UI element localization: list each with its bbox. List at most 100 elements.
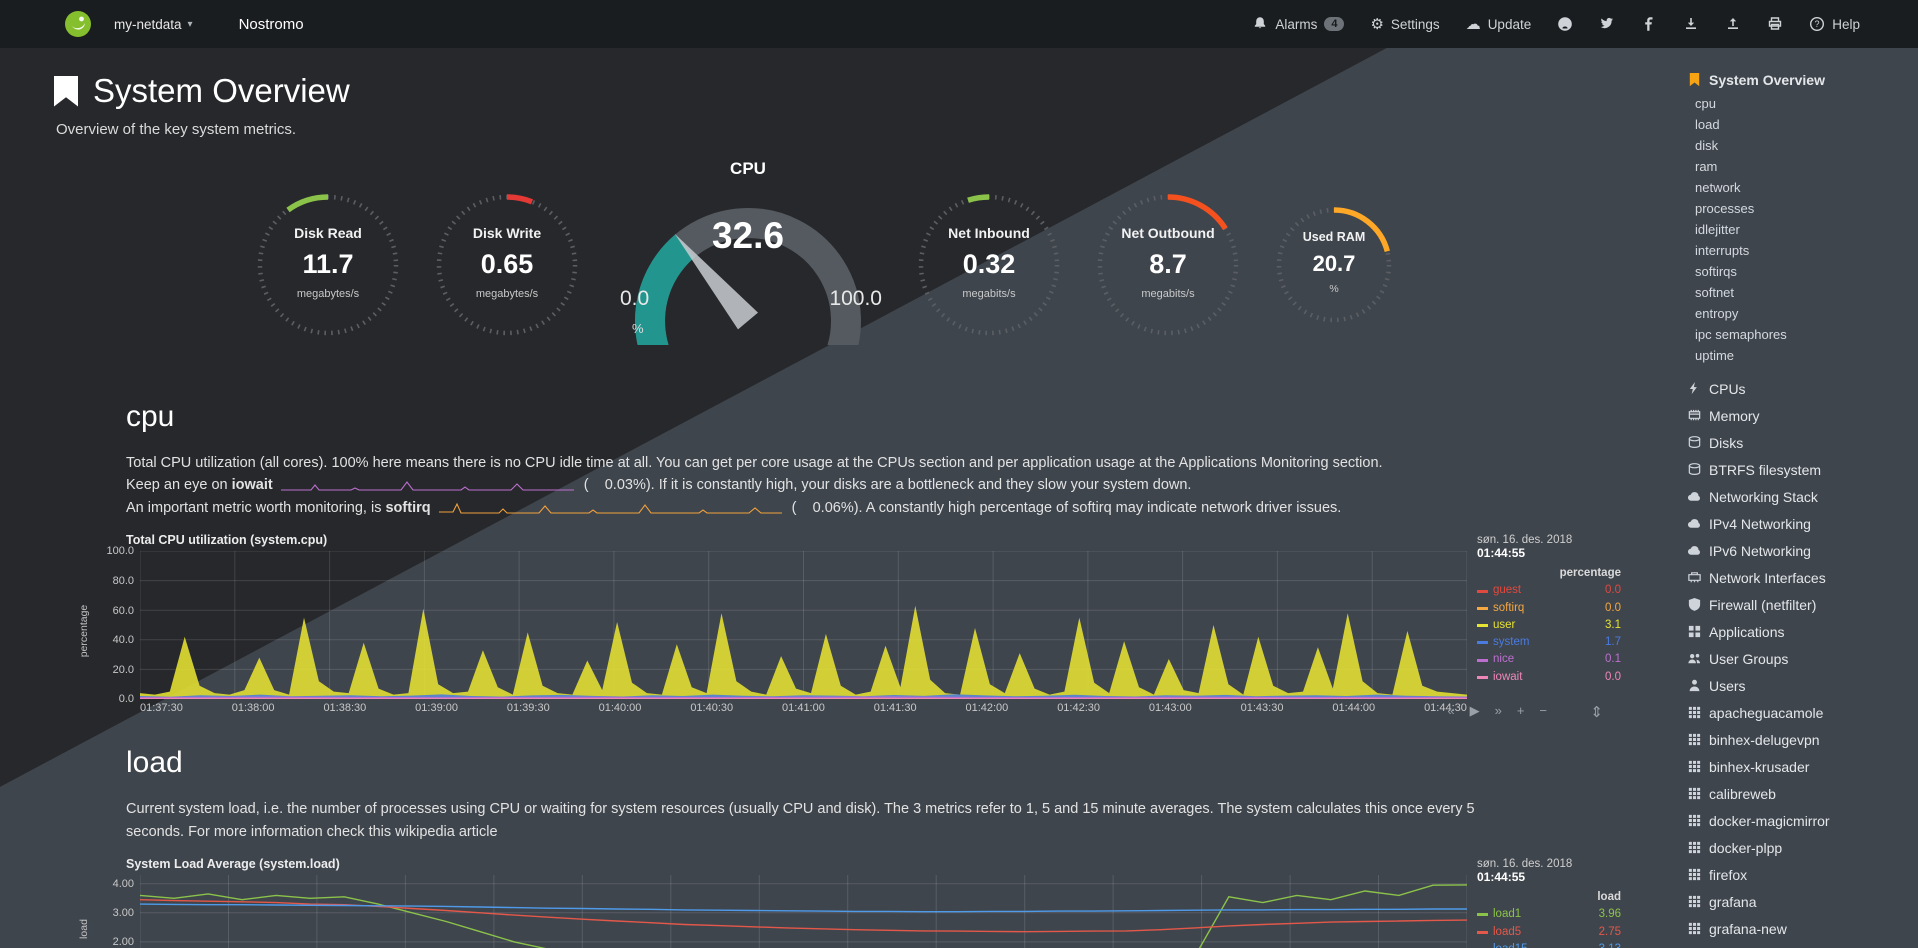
gauge-net-outbound[interactable]: Net Outbound 8.7 megabits/s (1094, 191, 1242, 339)
legend-series-name: guest (1493, 584, 1522, 597)
sidebar-item-binhex-delugevpn[interactable]: binhex-delugevpn (1687, 726, 1910, 753)
sidebar-item-label: load (1695, 117, 1720, 132)
sidebar-item-ipc-semaphores[interactable]: ipc semaphores (1687, 324, 1910, 345)
cpu-gauge-dial (635, 207, 861, 345)
legend-swatch (1477, 624, 1488, 628)
sidebar-item-ram[interactable]: ram (1687, 156, 1910, 177)
cpu-desc-line1: Total CPU utilization (all cores). 100% … (126, 455, 1383, 471)
legend-row-nice[interactable]: nice 0.1 (1477, 651, 1621, 668)
zoom-in-button[interactable]: + (1516, 703, 1525, 719)
sidebar-item-binhex-krusader[interactable]: binhex-krusader (1687, 753, 1910, 780)
pan-right-button[interactable]: » (1494, 703, 1502, 719)
sidebar-item-cpus[interactable]: CPUs (1687, 375, 1910, 402)
legend-series-name: softirq (1493, 601, 1525, 614)
legend-row-load15[interactable]: load15 3.13 (1477, 941, 1621, 948)
legend-series-value: 0.0 (1605, 670, 1621, 683)
chart-load[interactable]: System Load Average (system.load) load 1… (76, 857, 1621, 948)
sidebar-item-uptime[interactable]: uptime (1687, 345, 1910, 366)
bolt-icon (1689, 381, 1697, 395)
sidebar-item-cpu[interactable]: cpu (1687, 93, 1910, 114)
settings-button[interactable]: ⚙ Settings (1370, 17, 1439, 32)
sidebar-item-apacheguacamole[interactable]: apacheguacamole (1687, 699, 1910, 726)
chart-plot-area[interactable] (140, 551, 1467, 700)
sidebar-item-entropy[interactable]: entropy (1687, 303, 1910, 324)
user-icon (1689, 679, 1700, 692)
sidebar-item-applications[interactable]: Applications (1687, 618, 1910, 645)
static-text: Keep an eye on (126, 477, 232, 494)
sidebar-item-grafana-scripts[interactable]: grafana-scripts (1687, 942, 1910, 948)
sidebar-item-calibreweb[interactable]: calibreweb (1687, 780, 1910, 807)
legend-row-system[interactable]: system 1.7 (1477, 634, 1621, 651)
page-title-text: System Overview (93, 72, 350, 109)
legend-row-load5[interactable]: load5 2.75 (1477, 924, 1621, 941)
gauge-disk-read[interactable]: Disk Read 11.7 megabytes/s (254, 191, 402, 339)
upload-button[interactable] (1725, 16, 1741, 32)
sidebar-item-network[interactable]: network (1687, 177, 1910, 198)
legend-series-name: load15 (1493, 941, 1594, 948)
sidebar-item-load[interactable]: load (1687, 114, 1910, 135)
sidebar-item-disk[interactable]: disk (1687, 135, 1910, 156)
netdata-logo[interactable] (64, 10, 92, 38)
pan-left-button[interactable]: « (1447, 703, 1455, 719)
gauge-cpu[interactable]: CPU 32.6 0.0 100.0 % (612, 159, 884, 365)
sidebar-item-memory[interactable]: Memory (1687, 402, 1910, 429)
alarms-button[interactable]: Alarms 4 (1252, 16, 1345, 32)
github-button[interactable] (1557, 16, 1573, 32)
legend-row-iowait[interactable]: iowait 0.0 (1477, 669, 1621, 686)
gauge-title: Net Inbound (948, 225, 1030, 241)
legend-row-guest[interactable]: guest 0.0 (1477, 582, 1621, 599)
gauge-net-inbound[interactable]: Net Inbound 0.32 megabits/s (915, 191, 1063, 339)
sidebar-item-docker-plpp[interactable]: docker-plpp (1687, 834, 1910, 861)
twitter-button[interactable] (1599, 16, 1615, 32)
sidebar-item-users[interactable]: Users (1687, 672, 1910, 699)
x-tick-label: 01:38:00 (231, 702, 275, 715)
sidebar-item-softirqs[interactable]: softirqs (1687, 261, 1910, 282)
chart-resize-handle[interactable]: ⇕ (1590, 704, 1603, 722)
print-button[interactable] (1767, 16, 1783, 32)
sidebar-item-networking-stack[interactable]: Networking Stack (1687, 483, 1910, 510)
sidebar-item-ipv4-networking[interactable]: IPv4 Networking (1687, 510, 1910, 537)
update-button[interactable]: ☁ Update (1466, 17, 1532, 32)
sidebar-item-label: disk (1695, 138, 1719, 153)
sidebar-item-ipv6-networking[interactable]: IPv6 Networking (1687, 537, 1910, 564)
sidebar-item-network-interfaces[interactable]: Network Interfaces (1687, 564, 1910, 591)
legend-row-load1[interactable]: load1 3.96 (1477, 906, 1621, 923)
sidebar-item-user-groups[interactable]: User Groups (1687, 645, 1910, 672)
legend-row-softirq[interactable]: softirq 0.0 (1477, 600, 1621, 617)
sidebar-item-label: idlejitter (1695, 222, 1740, 237)
sidebar-item-firewall-netfilter[interactable]: Firewall (netfilter) (1687, 591, 1910, 618)
softirq-value: ( 0.06%). (791, 499, 863, 516)
sidebar-item-processes[interactable]: processes (1687, 198, 1910, 219)
sidebar-item-firefox[interactable]: firefox (1687, 861, 1910, 888)
facebook-button[interactable] (1641, 16, 1657, 32)
gauge-used-ram[interactable]: Used RAM 20.7 % (1273, 204, 1395, 326)
sidebar-item-grafana-new[interactable]: grafana-new (1687, 915, 1910, 942)
cloud-update-icon: ☁ (1465, 15, 1481, 33)
sidebar-item-docker-magicmirror[interactable]: docker-magicmirror (1687, 807, 1910, 834)
help-button[interactable]: ? Help (1809, 16, 1860, 32)
sidebar-item-system-overview[interactable]: System Overview (1687, 66, 1910, 93)
zoom-out-button[interactable]: − (1539, 703, 1547, 719)
x-tick-label: 01:44:00 (1332, 702, 1376, 715)
chart-plot-area[interactable] (140, 875, 1467, 948)
gauge-ring (918, 194, 1060, 336)
sidebar-item-disks[interactable]: Disks (1687, 429, 1910, 456)
sidebar-item-idlejitter[interactable]: idlejitter (1687, 219, 1910, 240)
static-text: If it is constantly high, your disks are… (654, 477, 1192, 494)
x-tick-label: 01:43:30 (1240, 702, 1284, 715)
legend-swatch (1477, 606, 1488, 610)
sidebar-item-grafana[interactable]: grafana (1687, 888, 1910, 915)
page-title: System Overview (54, 72, 1675, 110)
sidebar-item-label: User Groups (1709, 650, 1789, 667)
my-netdata-menu[interactable]: my-netdata ▾ (114, 17, 193, 32)
cpu-desc-line2: Keep an eye on iowait ( 0.03%). If it is… (126, 474, 1496, 496)
gauge-disk-write[interactable]: Disk Write 0.65 megabytes/s (433, 191, 581, 339)
chart-cpu[interactable]: Total CPU utilization (system.cpu) perce… (76, 533, 1621, 721)
download-button[interactable] (1683, 16, 1699, 32)
x-tick-label: 01:40:30 (690, 702, 734, 715)
sidebar-item-interrupts[interactable]: interrupts (1687, 240, 1910, 261)
play-button[interactable]: ▶ (1469, 703, 1480, 719)
sidebar-item-btrfs-filesystem[interactable]: BTRFS filesystem (1687, 456, 1910, 483)
sidebar-item-softnet[interactable]: softnet (1687, 282, 1910, 303)
legend-row-user[interactable]: user 3.1 (1477, 617, 1621, 634)
